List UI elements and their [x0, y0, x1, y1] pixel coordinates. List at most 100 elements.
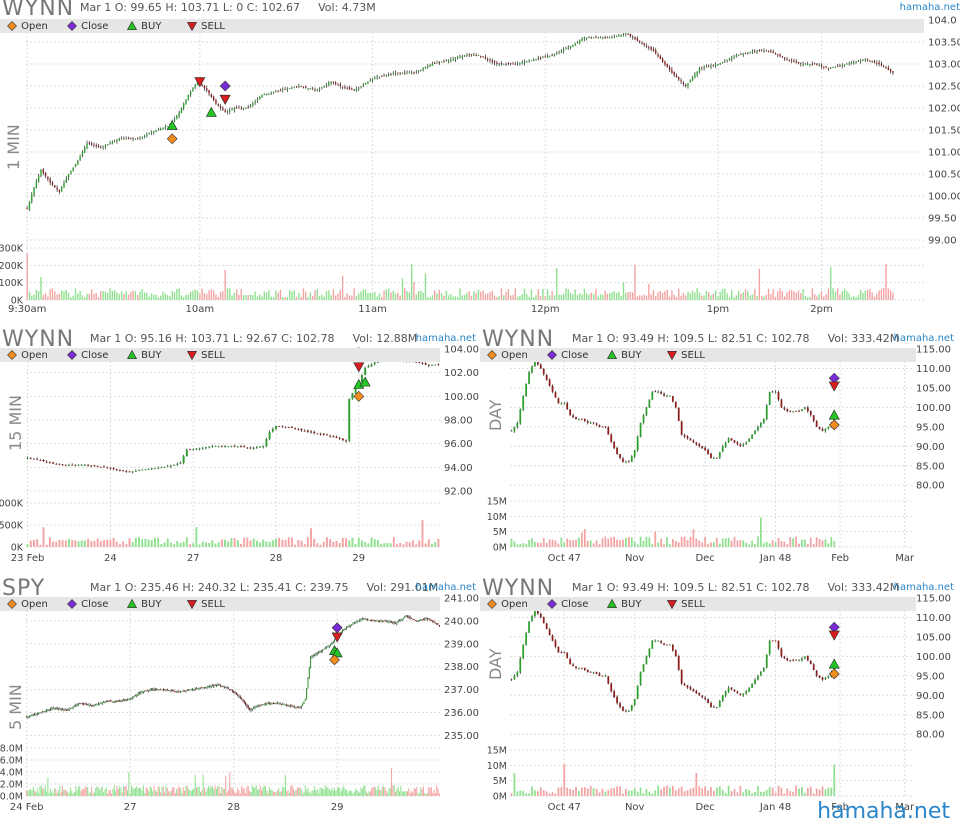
- volume-bar: [660, 789, 662, 796]
- chart-svg: 99.0099.50100.00100.50101.00101.50102.00…: [0, 16, 960, 316]
- candle-body: [427, 364, 430, 366]
- volume-bar: [674, 790, 677, 796]
- volume-bar: [572, 540, 574, 547]
- candle-body: [473, 55, 475, 56]
- volume-bar: [246, 537, 249, 547]
- candle-body: [111, 700, 113, 702]
- candle-body: [673, 71, 675, 75]
- candle-body: [74, 164, 77, 167]
- chart-symbol: SPY: [2, 576, 46, 601]
- candle-body: [310, 657, 312, 669]
- candle-body: [457, 57, 459, 59]
- candle-body: [425, 618, 427, 620]
- time-tick-label: Nov: [625, 553, 645, 564]
- time-tick-label: 23 Feb: [11, 553, 45, 564]
- candle-body: [220, 445, 223, 447]
- candle-body: [535, 59, 537, 61]
- price-tick-label: 238.00: [444, 662, 479, 673]
- candle-body: [314, 654, 316, 656]
- candle-body: [203, 85, 206, 89]
- volume-bar: [823, 296, 825, 300]
- volume-bar: [651, 793, 654, 796]
- candle-body: [60, 708, 62, 710]
- volume-bar: [781, 291, 784, 300]
- candle-body: [604, 36, 606, 38]
- candle-body: [807, 64, 809, 65]
- volume-bar: [149, 786, 151, 796]
- candle-body: [325, 434, 328, 436]
- time-tick-label: Jan 48: [759, 553, 791, 564]
- candle-body: [710, 453, 712, 458]
- volume-bar: [510, 538, 513, 547]
- candle-body: [804, 656, 806, 659]
- volume-bar: [757, 786, 759, 796]
- volume-bar: [180, 295, 183, 300]
- candle-body: [295, 706, 297, 708]
- sell-signal-marker: [186, 600, 198, 610]
- time-tick-label: 28: [227, 802, 240, 813]
- volume-bar: [824, 539, 827, 547]
- open-signal-marker: [166, 133, 178, 145]
- volume-bar: [714, 290, 717, 300]
- volume-bar: [762, 791, 765, 796]
- candle-body: [613, 691, 616, 698]
- candle-body: [343, 629, 345, 631]
- volume-bar: [77, 786, 79, 796]
- volume-bar: [373, 539, 376, 547]
- volume-readout: Vol: 4.73M: [318, 1, 376, 14]
- candle-body: [526, 61, 528, 63]
- candle-body: [323, 86, 325, 88]
- close-signal-marker: [67, 21, 77, 31]
- time-tick-label: 27: [187, 553, 200, 564]
- buy-signal-marker: [606, 598, 618, 608]
- volume-bar: [259, 785, 261, 796]
- volume-bar: [96, 538, 99, 547]
- volume-bar: [240, 543, 242, 547]
- candle-body: [784, 58, 786, 59]
- candle-body: [173, 119, 176, 122]
- close-signal-marker: [67, 599, 77, 609]
- volume-bar: [807, 297, 809, 300]
- volume-bar: [229, 288, 231, 300]
- candle-body: [825, 66, 827, 68]
- chart-symbol: WYNN: [482, 576, 555, 601]
- candle-body: [556, 53, 558, 54]
- candle-body: [107, 701, 109, 702]
- candle-body: [164, 689, 166, 691]
- volume-bar: [384, 787, 386, 796]
- volume-bar: [864, 290, 866, 300]
- candle-body: [816, 64, 818, 66]
- legend-item-close: Close: [66, 20, 108, 32]
- volume-bar: [211, 540, 214, 547]
- volume-bar: [545, 791, 548, 796]
- volume-bar: [27, 790, 29, 796]
- candle-body: [583, 668, 586, 670]
- legend-label: Close: [78, 350, 109, 361]
- candle-body: [421, 363, 424, 364]
- candle-body: [144, 691, 146, 692]
- candle-body: [744, 52, 747, 54]
- candle-body: [223, 686, 225, 688]
- volume-bar: [669, 787, 671, 796]
- volume-bar: [176, 288, 178, 300]
- candle-body: [745, 691, 748, 694]
- volume-bar: [48, 537, 51, 547]
- candle-body: [859, 60, 862, 62]
- volume-bar: [534, 790, 536, 796]
- volume-bar: [765, 541, 768, 547]
- volume-bar: [415, 294, 417, 300]
- sell-signal-marker: [828, 381, 840, 392]
- volume-bar: [108, 790, 110, 796]
- volume-bar: [187, 294, 190, 300]
- volume-bar: [150, 787, 152, 796]
- volume-bar: [604, 791, 607, 796]
- candle-body: [718, 452, 721, 458]
- candle-body: [148, 133, 150, 135]
- candle-body: [180, 108, 183, 114]
- candle-body: [163, 466, 166, 468]
- candle-body: [209, 686, 211, 688]
- volume-bar: [282, 786, 284, 796]
- volume-bar: [430, 786, 432, 796]
- volume-bar: [404, 791, 406, 796]
- volume-bar: [652, 290, 655, 300]
